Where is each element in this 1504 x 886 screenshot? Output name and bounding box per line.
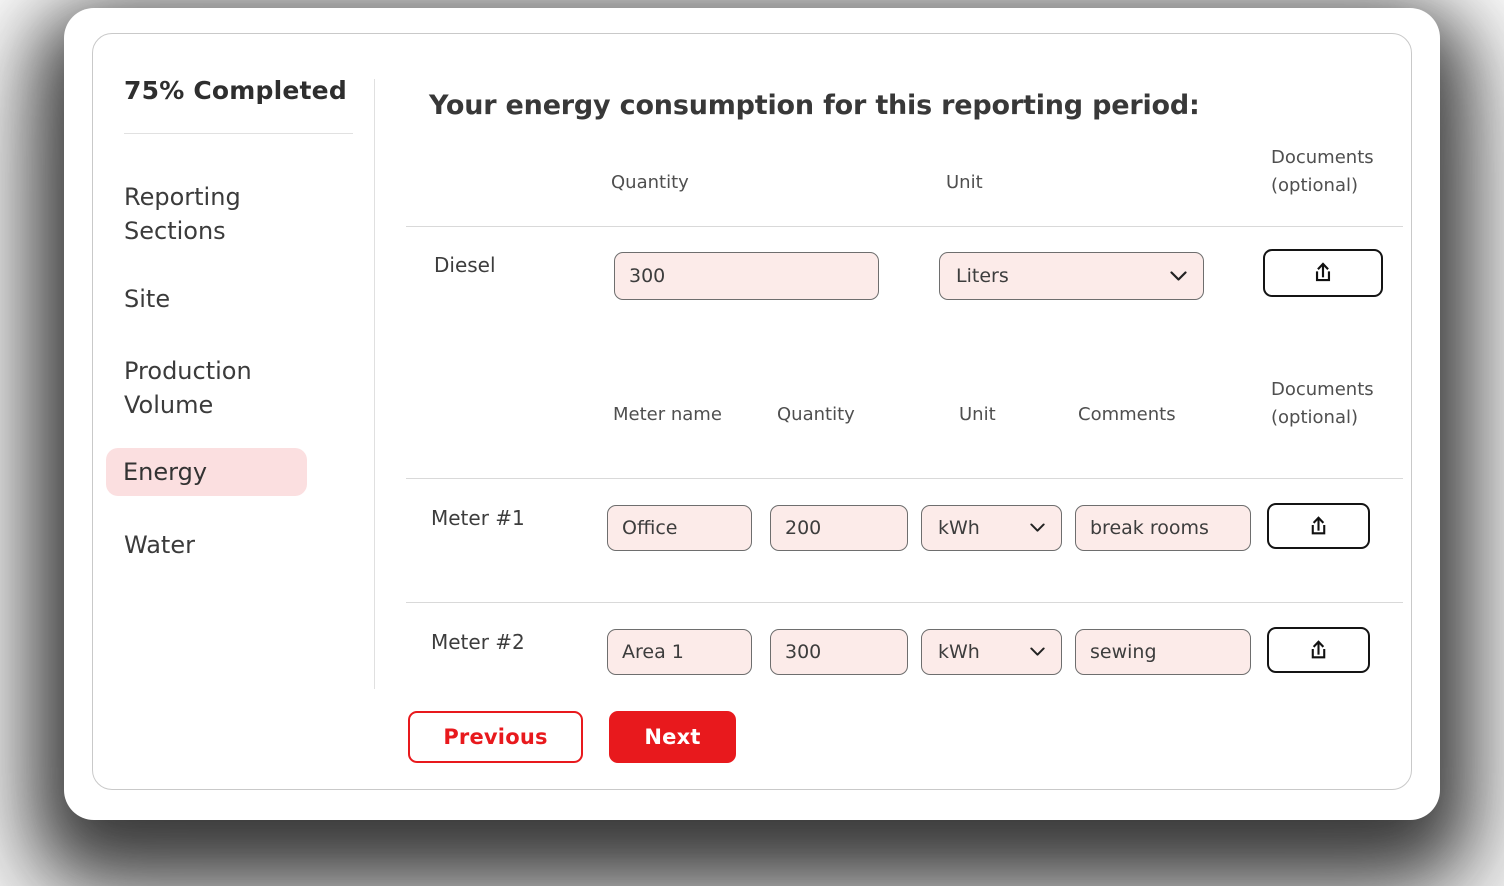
meter-documents-header-line2: (optional) [1271, 407, 1358, 428]
meter2-unit-value: kWh [938, 641, 980, 663]
diesel-unit-select[interactable]: Liters [939, 252, 1204, 300]
sidebar-divider [374, 79, 375, 689]
sidebar-item-energy-active[interactable]: Energy [106, 448, 307, 496]
meter1-name-input[interactable] [607, 505, 752, 551]
fuel-documents-header-line1: Documents [1271, 147, 1374, 168]
meter2-quantity-input[interactable] [770, 629, 908, 675]
meter2-comments-input[interactable] [1075, 629, 1251, 675]
meter2-unit-select[interactable]: kWh [921, 629, 1062, 675]
sidebar-item-energy-label: Energy [123, 458, 208, 486]
sidebar-item-reporting-sections[interactable]: Reporting Sections [124, 183, 241, 245]
next-button[interactable]: Next [609, 711, 736, 763]
meter2-name-input[interactable] [607, 629, 752, 675]
meter-documents-header-line1: Documents [1271, 379, 1374, 400]
meter1-unit-value: kWh [938, 517, 980, 539]
chevron-down-icon [1030, 523, 1045, 532]
upload-icon [1311, 515, 1326, 534]
meter1-comments-input[interactable] [1075, 505, 1251, 551]
section-divider [406, 478, 1403, 479]
section-divider [406, 226, 1403, 227]
modal-card: 75% Completed Reporting Sections Site Pr… [64, 8, 1440, 820]
fuel-unit-header: Unit [946, 172, 983, 193]
meter1-row-label: Meter #1 [431, 506, 525, 530]
meter-comments-header: Comments [1078, 404, 1176, 425]
sidebar-item-water[interactable]: Water [124, 531, 195, 559]
sidebar-item-site[interactable]: Site [124, 285, 171, 313]
diesel-unit-value: Liters [956, 265, 1009, 287]
upload-icon [1311, 639, 1326, 658]
meter-documents-header: Documents (optional) [1271, 376, 1374, 432]
upload-icon [1315, 262, 1331, 282]
previous-button[interactable]: Previous [408, 711, 583, 763]
meter-unit-header: Unit [959, 404, 996, 425]
diesel-row-label: Diesel [434, 253, 496, 277]
meter2-row-label: Meter #2 [431, 630, 525, 654]
meter1-quantity-input[interactable] [770, 505, 908, 551]
fuel-documents-header: Documents (optional) [1271, 144, 1374, 200]
page-title: Your energy consumption for this reporti… [429, 90, 1200, 121]
progress-divider [124, 133, 353, 134]
meter1-upload-button[interactable] [1267, 503, 1370, 549]
meter1-unit-select[interactable]: kWh [921, 505, 1062, 551]
meter2-upload-button[interactable] [1267, 627, 1370, 673]
chevron-down-icon [1170, 270, 1187, 281]
sidebar-item-production-volume[interactable]: Production Volume [124, 357, 252, 419]
fuel-documents-header-line2: (optional) [1271, 175, 1358, 196]
meter-quantity-header: Quantity [777, 404, 855, 425]
form-panel: 75% Completed Reporting Sections Site Pr… [92, 33, 1412, 790]
fuel-quantity-header: Quantity [611, 172, 689, 193]
diesel-upload-button[interactable] [1263, 249, 1383, 297]
chevron-down-icon [1030, 647, 1045, 656]
progress-label: 75% Completed [124, 76, 347, 105]
diesel-quantity-input[interactable] [614, 252, 879, 300]
meter-name-header: Meter name [613, 404, 722, 425]
section-divider [406, 602, 1403, 603]
